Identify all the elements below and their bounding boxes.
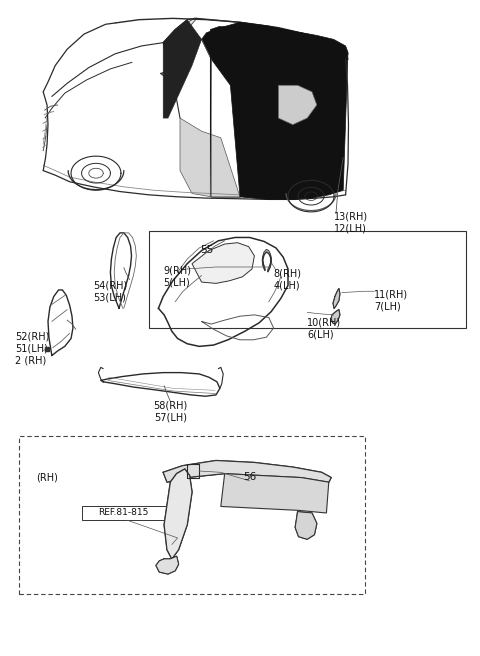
- Text: 8(RH)
4(LH): 8(RH) 4(LH): [274, 269, 301, 291]
- Text: 13(RH)
12(LH): 13(RH) 12(LH): [334, 211, 368, 234]
- Text: 10(RH)
6(LH): 10(RH) 6(LH): [307, 318, 341, 340]
- Polygon shape: [295, 512, 317, 539]
- Text: REF.81-815: REF.81-815: [98, 508, 148, 518]
- Bar: [19, 436, 365, 594]
- Polygon shape: [240, 197, 295, 199]
- Polygon shape: [163, 461, 331, 482]
- Bar: [149, 231, 466, 328]
- Polygon shape: [180, 118, 240, 197]
- Text: 58(RH)
57(LH): 58(RH) 57(LH): [153, 400, 188, 422]
- Polygon shape: [221, 474, 329, 513]
- Polygon shape: [163, 18, 197, 43]
- Polygon shape: [192, 243, 254, 283]
- Text: 2 (RH): 2 (RH): [15, 356, 47, 365]
- Text: 11(RH)
7(LH): 11(RH) 7(LH): [374, 290, 408, 312]
- Text: (RH): (RH): [36, 472, 58, 482]
- Bar: [82, 506, 166, 520]
- Polygon shape: [263, 249, 271, 272]
- Polygon shape: [156, 556, 179, 574]
- Polygon shape: [333, 289, 340, 308]
- Text: 54(RH)
53(LH): 54(RH) 53(LH): [94, 281, 128, 303]
- Text: 55: 55: [200, 245, 213, 255]
- Polygon shape: [331, 310, 340, 324]
- Text: 56: 56: [243, 472, 256, 482]
- Polygon shape: [278, 85, 317, 125]
- Polygon shape: [210, 22, 240, 197]
- Text: 52(RH)
51(LH): 52(RH) 51(LH): [15, 332, 50, 354]
- Polygon shape: [202, 22, 348, 199]
- Polygon shape: [164, 469, 192, 559]
- Text: 9(RH)
5(LH): 9(RH) 5(LH): [163, 265, 191, 287]
- Polygon shape: [163, 20, 202, 118]
